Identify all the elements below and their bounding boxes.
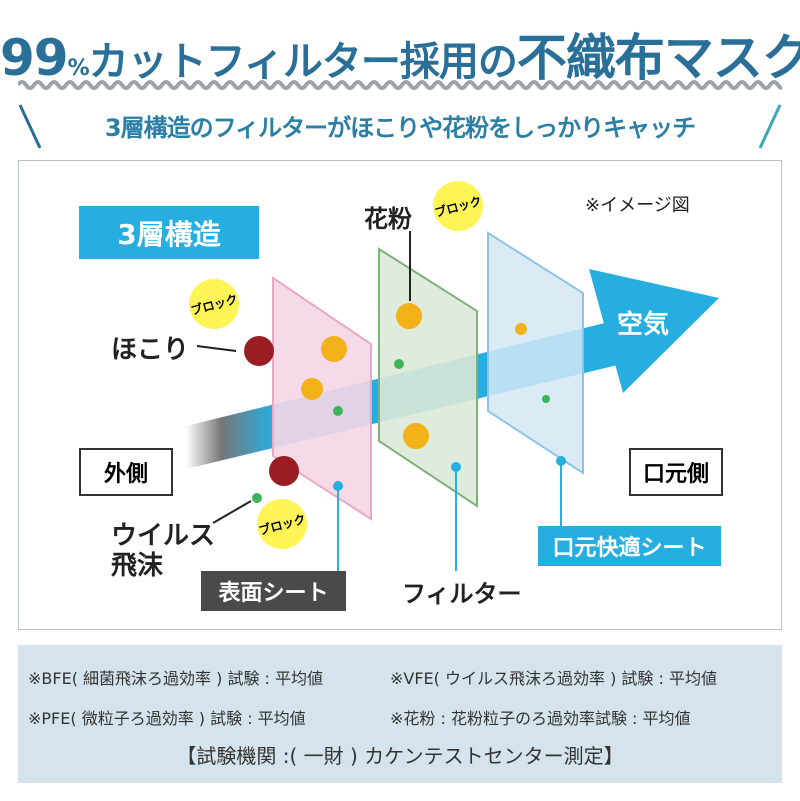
note-bfe: ※BFE( 細菌飛沫ろ過効率 ) 試験 : 平均値 <box>28 669 324 688</box>
page-title: 99%カットフィルター採用の不織布マスク <box>0 18 800 90</box>
dust-label: ほこり <box>111 335 190 365</box>
note-pollen: ※花粉 : 花粉粒子のろ過効率試験 : 平均値 <box>390 709 691 728</box>
pollen-label: 花粉 <box>364 205 412 233</box>
air-label: 空気 <box>617 310 670 340</box>
leader-lines <box>196 231 411 524</box>
outside-label: 外側 <box>79 448 173 496</box>
image-note: ※イメージ図 <box>585 195 690 216</box>
filter-diagram: 3層構造 ※イメージ図 花粉 ブロック ブロック ブロック ほこり ウイルス 飛沫… <box>18 160 782 630</box>
pollen-particles <box>301 303 527 449</box>
mouth-side-label: 口元側 <box>629 448 723 496</box>
title-percent: % <box>67 56 90 81</box>
droplet-particles <box>252 359 550 503</box>
filter-label: フィルター <box>402 580 522 608</box>
subtitle: 3層構造のフィルターがほこりや花粉をしっかりキャッチ <box>104 114 696 142</box>
structure-badge: 3層構造 <box>79 206 259 259</box>
title-number: 99 <box>0 29 69 87</box>
virus-label: ウイルス 飛沫 <box>111 521 215 581</box>
note-pfe: ※PFE( 微粒子ろ過効率 ) 試験 : 平均値 <box>28 709 306 728</box>
title-middle: カットフィルター採用の <box>88 39 518 85</box>
note-vfe: ※VFE( ウイルス飛沫ろ過効率 ) 試験 : 平均値 <box>390 669 717 688</box>
surface-sheet-label: 表面シート <box>201 571 346 611</box>
surface-sheet-panel <box>272 276 372 521</box>
comfort-sheet-panel <box>487 231 584 475</box>
dust-particles <box>244 336 299 486</box>
virus-label-line1: ウイルス <box>111 521 216 551</box>
title-product: 不織布マスク <box>516 29 800 87</box>
slash-right-icon <box>758 104 782 149</box>
air-arrow-head <box>589 269 719 393</box>
wave-divider <box>18 80 782 90</box>
note-lab: 【試験機関 :( 一財 ) カケンテストセンター測定】 <box>176 744 624 768</box>
filter-panel <box>378 247 478 508</box>
test-notes: ※BFE( 細菌飛沫ろ過効率 ) 試験 : 平均値 ※VFE( ウイルス飛沫ろ過… <box>18 645 782 783</box>
comfort-sheet-label: 口元快適シート <box>538 526 721 566</box>
slash-left-icon <box>18 104 42 149</box>
virus-label-line2: 飛沫 <box>111 551 164 581</box>
pointer-lines <box>333 456 566 579</box>
